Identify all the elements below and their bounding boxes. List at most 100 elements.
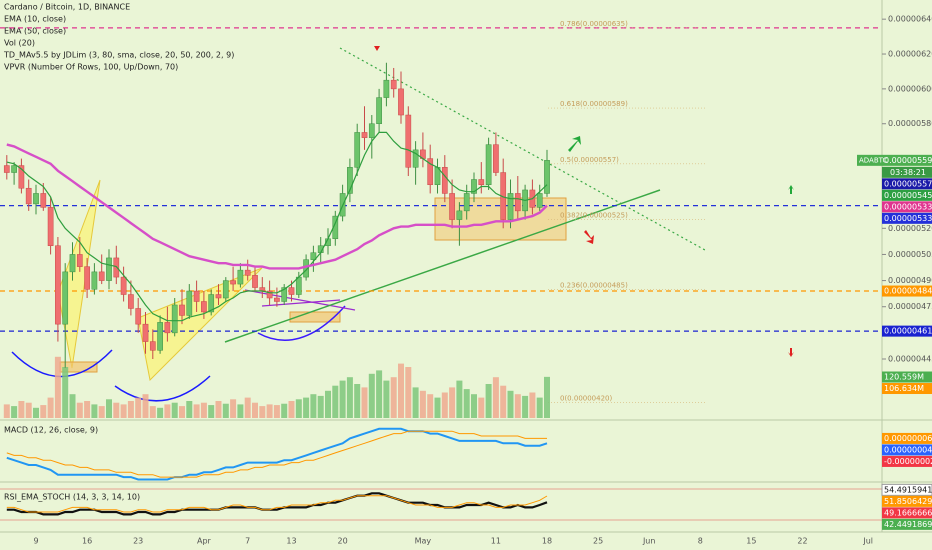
price-label: 106.634M — [884, 384, 924, 393]
volume-bar — [522, 395, 529, 418]
rsi-line — [6, 492, 548, 516]
volume-bar — [463, 389, 470, 418]
x-tick-label: 22 — [797, 537, 807, 546]
candle-body — [390, 79, 397, 90]
volume-bar — [91, 404, 98, 418]
candle-body — [11, 165, 17, 173]
volume-bar — [449, 387, 456, 418]
price-label-box — [882, 518, 932, 530]
x-tick-label: 7 — [245, 537, 250, 546]
candle-body — [536, 193, 543, 208]
volume-bar — [310, 394, 317, 418]
price-label: 0.00000545 — [884, 191, 932, 200]
candle-body — [62, 271, 69, 325]
candle-body — [295, 276, 302, 295]
volume-bar — [544, 376, 550, 418]
candle-body — [157, 322, 163, 351]
price-label: -0.00000002 — [884, 457, 932, 466]
volume-bar — [317, 395, 324, 418]
candle-body — [398, 88, 404, 116]
volume-bar — [69, 394, 76, 418]
rsi-line — [6, 495, 548, 513]
volume-bar — [354, 384, 361, 418]
volume-bar — [471, 394, 477, 418]
candle-body — [514, 193, 521, 212]
candle-body — [40, 193, 47, 208]
candle-body — [47, 207, 54, 246]
candle-body — [493, 144, 499, 173]
price-label-box — [882, 507, 932, 519]
candle-body — [69, 254, 76, 273]
volume-bar — [252, 402, 258, 418]
candle-body — [193, 290, 200, 302]
volume-bar — [40, 405, 47, 418]
marker — [374, 46, 380, 51]
volume-bar — [529, 392, 536, 418]
volume-bar — [113, 402, 120, 418]
volume-bar — [405, 367, 412, 418]
volume-bar — [135, 397, 142, 418]
volume-bar — [303, 397, 310, 418]
fib-label: 0.618(0.00000589) — [560, 100, 628, 108]
candle-body — [427, 158, 434, 185]
volume-bar — [434, 397, 441, 418]
price-label: 0.00000559 — [884, 156, 932, 165]
pattern-triangle — [137, 267, 263, 382]
candle-body — [463, 193, 470, 212]
candle-body — [201, 301, 207, 313]
volume-bar — [62, 367, 69, 418]
legend-entry: EMA (10, close) — [4, 15, 66, 24]
volume-bar — [536, 397, 543, 418]
y-tick-label: 0.00000445 — [888, 355, 932, 364]
candle-body — [186, 290, 193, 316]
price-label-box — [882, 154, 932, 166]
y-tick-label: 0.00000620 — [888, 50, 932, 59]
candle-body — [456, 210, 463, 220]
candle-body — [237, 269, 244, 285]
price-label: 42.44918699 — [884, 520, 932, 529]
volume-bar — [507, 390, 514, 418]
candle-body — [266, 290, 273, 299]
zone-box — [289, 311, 341, 323]
price-label: 0.00000006 — [884, 434, 932, 443]
x-tick-label: 8 — [698, 537, 703, 546]
x-tick-label: 25 — [593, 537, 603, 546]
fib-label: 0(0.00000420) — [560, 395, 612, 403]
trend-line — [261, 299, 341, 307]
volume-bar — [142, 394, 149, 418]
volume-bar — [208, 405, 215, 418]
volume-bar — [47, 397, 54, 418]
volume-bar — [84, 401, 91, 418]
fib-label: 0.5(0.00000557) — [560, 156, 619, 164]
candle-body — [91, 271, 98, 290]
candle-body — [361, 132, 368, 138]
volume-bar — [25, 402, 32, 418]
price-label-box — [882, 432, 932, 444]
arrow-up — [568, 136, 581, 152]
arc — [11, 349, 113, 378]
volume-bar — [3, 404, 10, 418]
y-tick-label: 0.00000640 — [888, 15, 932, 24]
trend-line — [244, 289, 356, 311]
candle-body — [368, 123, 375, 138]
price-label: 54.49159416 — [884, 485, 932, 494]
volume-bar — [33, 407, 39, 418]
price-label-box — [882, 285, 932, 297]
price-label: 0.00000533 — [884, 214, 932, 223]
volume-bar — [244, 397, 251, 418]
price-label: 0.00000533 — [884, 202, 932, 211]
candle-body — [120, 276, 127, 295]
volume-bar — [456, 380, 463, 418]
fib-label: 0.382(0.00000525) — [560, 212, 628, 220]
volume-bar — [325, 390, 331, 418]
candle-body — [347, 167, 353, 194]
volume-bar — [361, 387, 368, 418]
x-tick-label: May — [415, 537, 432, 546]
x-tick-label: Jun — [642, 537, 656, 546]
price-label: 0.00000557 — [884, 179, 932, 188]
macd-line — [6, 430, 547, 478]
candle-body — [3, 165, 10, 173]
volume-bar — [179, 406, 185, 418]
arc — [114, 375, 211, 402]
